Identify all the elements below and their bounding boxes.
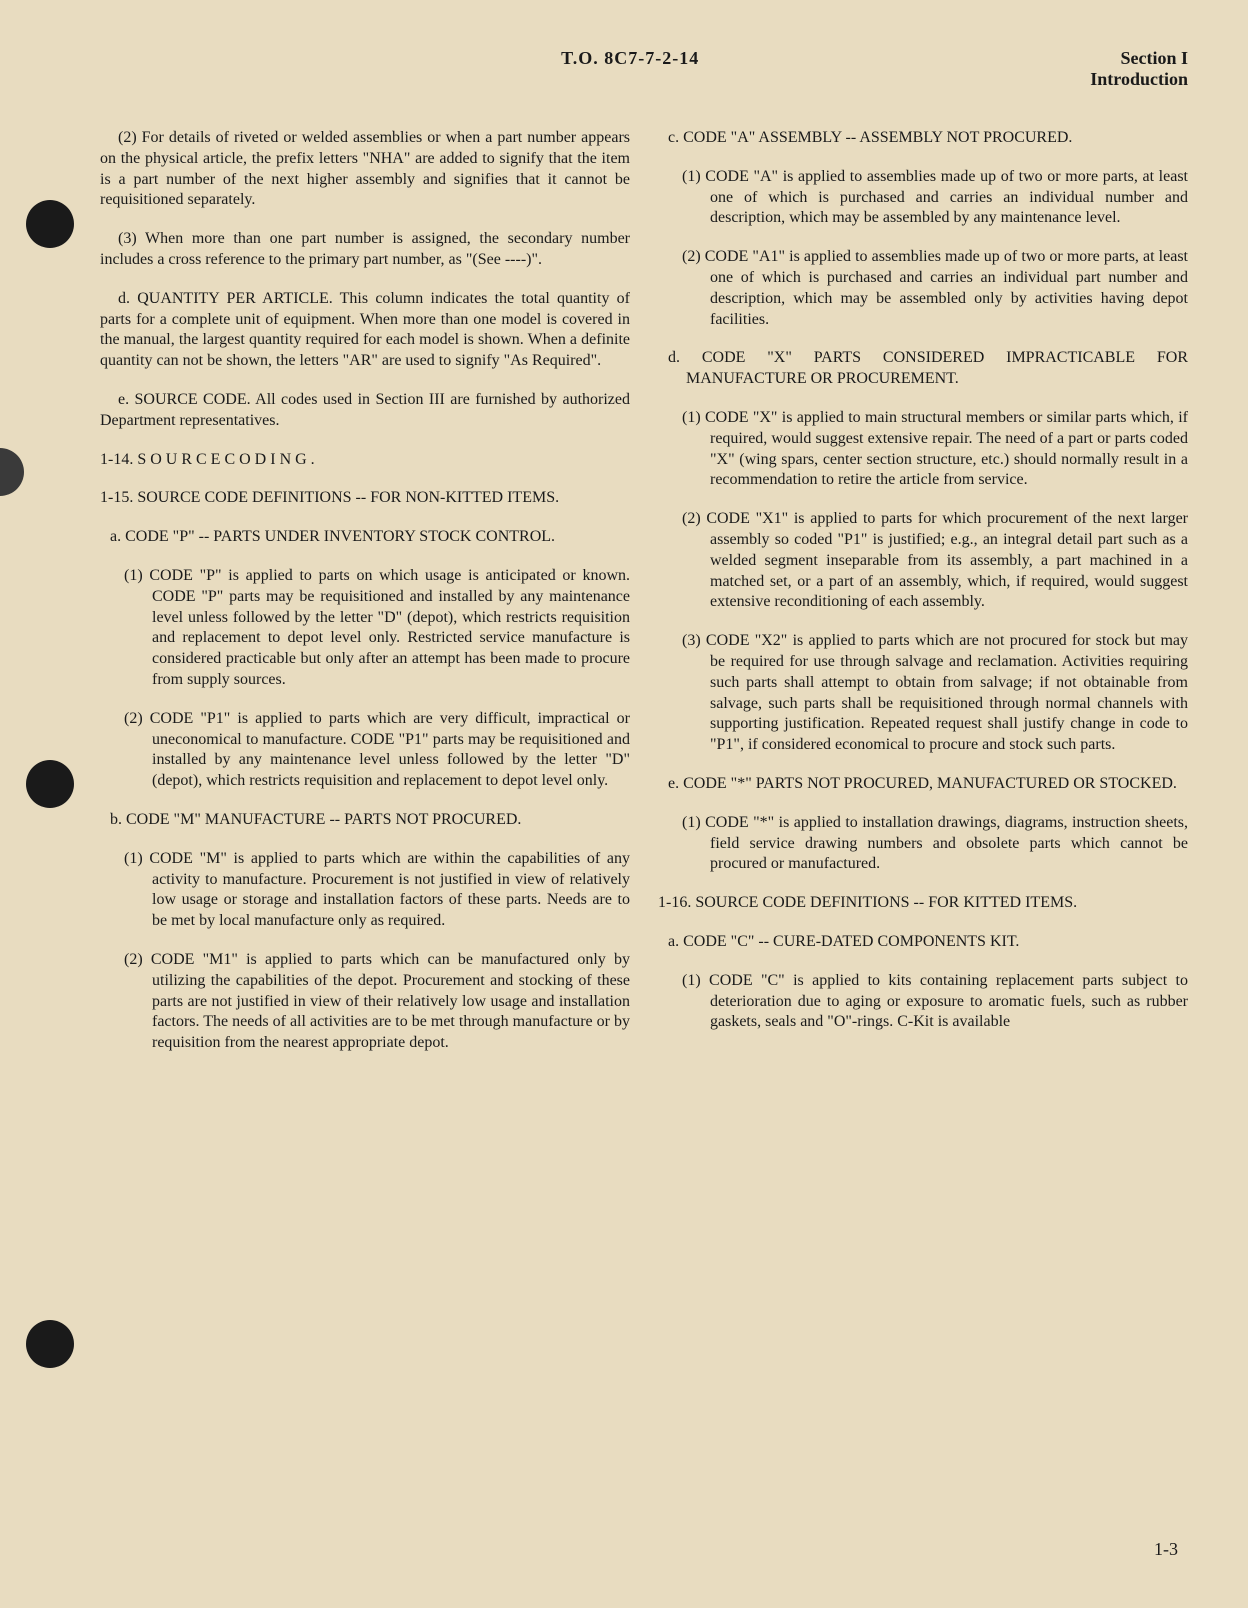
code-heading: a. CODE "C" -- CURE-DATED COMPONENTS KIT… bbox=[658, 932, 1188, 953]
binder-hole-partial bbox=[0, 448, 24, 496]
code-definition: (1) CODE "X" is applied to main structur… bbox=[658, 408, 1188, 491]
code-definition: (1) CODE "*" is applied to installation … bbox=[658, 813, 1188, 875]
document-number: T.O. 8C7-7-2-14 bbox=[561, 48, 699, 90]
page-header: T.O. 8C7-7-2-14 Section I Introduction bbox=[170, 48, 1188, 90]
code-heading: e. CODE "*" PARTS NOT PROCURED, MANUFACT… bbox=[658, 774, 1188, 795]
code-definition: (2) CODE "X1" is applied to parts for wh… bbox=[658, 509, 1188, 613]
code-heading: c. CODE "A" ASSEMBLY -- ASSEMBLY NOT PRO… bbox=[658, 128, 1188, 149]
binder-hole bbox=[26, 760, 74, 808]
left-column: (2) For details of riveted or welded ass… bbox=[100, 128, 630, 1072]
code-definition: (2) CODE "P1" is applied to parts which … bbox=[100, 709, 630, 792]
code-definition: (1) CODE "M" is applied to parts which a… bbox=[100, 849, 630, 932]
section-label: Section I Introduction bbox=[1090, 48, 1188, 90]
code-definition: (1) CODE "C" is applied to kits containi… bbox=[658, 971, 1188, 1033]
section-heading: 1-14. S O U R C E C O D I N G . bbox=[100, 450, 630, 471]
paragraph: (3) When more than one part number is as… bbox=[100, 229, 630, 271]
content-area: (2) For details of riveted or welded ass… bbox=[100, 128, 1188, 1072]
code-definition: (2) CODE "M1" is applied to parts which … bbox=[100, 950, 630, 1054]
section-heading: 1-16. SOURCE CODE DEFINITIONS -- FOR KIT… bbox=[658, 893, 1188, 914]
paragraph: (2) For details of riveted or welded ass… bbox=[100, 128, 630, 211]
code-definition: (1) CODE "A" is applied to assemblies ma… bbox=[658, 167, 1188, 229]
code-heading: d. CODE "X" PARTS CONSIDERED IMPRACTICAB… bbox=[658, 348, 1188, 390]
code-heading: a. CODE "P" -- PARTS UNDER INVENTORY STO… bbox=[100, 527, 630, 548]
code-definition: (3) CODE "X2" is applied to parts which … bbox=[658, 631, 1188, 756]
paragraph: e. SOURCE CODE. All codes used in Sectio… bbox=[100, 390, 630, 432]
binder-hole bbox=[26, 1320, 74, 1368]
code-definition: (1) CODE "P" is applied to parts on whic… bbox=[100, 566, 630, 691]
code-heading: b. CODE "M" MANUFACTURE -- PARTS NOT PRO… bbox=[100, 810, 630, 831]
right-column: c. CODE "A" ASSEMBLY -- ASSEMBLY NOT PRO… bbox=[658, 128, 1188, 1072]
page-number: 1-3 bbox=[1154, 1539, 1178, 1560]
paragraph: d. QUANTITY PER ARTICLE. This column ind… bbox=[100, 289, 630, 372]
binder-hole bbox=[26, 200, 74, 248]
section-heading: 1-15. SOURCE CODE DEFINITIONS -- FOR NON… bbox=[100, 488, 630, 509]
code-definition: (2) CODE "A1" is applied to assemblies m… bbox=[658, 247, 1188, 330]
